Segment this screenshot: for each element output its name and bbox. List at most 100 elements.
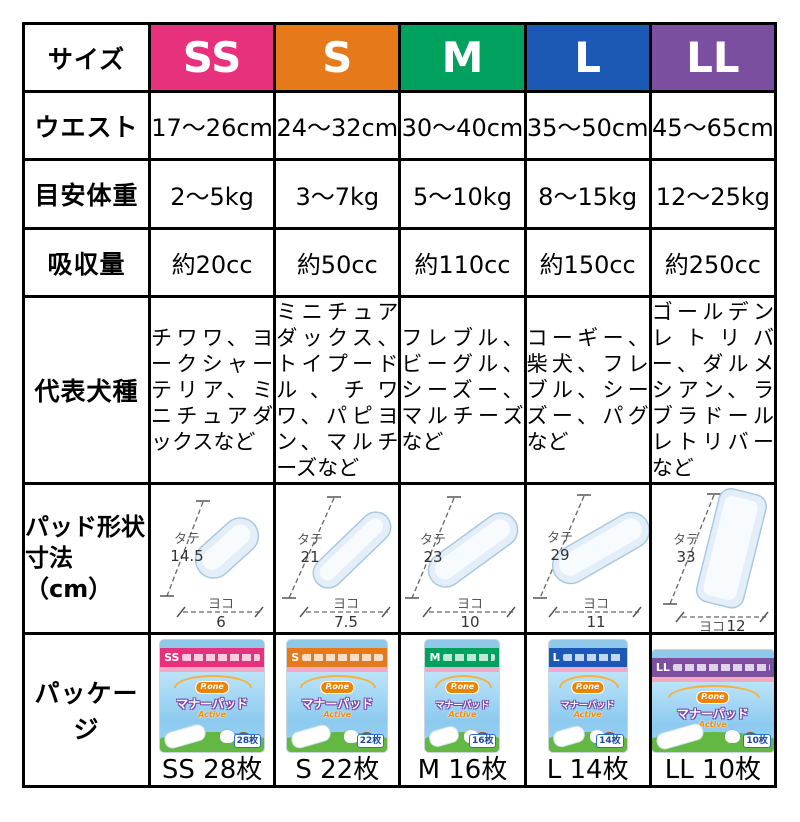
pad-row-label: パッド形状 寸法（cm） [22, 482, 151, 635]
weight-value-m: 5〜10kg [398, 158, 527, 230]
package-size-code: SS [164, 651, 180, 665]
pad-cell-m: タテ 23 ヨコ 10 [398, 482, 527, 635]
svg-text:21: 21 [301, 548, 320, 566]
dog-art [344, 730, 360, 744]
waist-value-ll: 45〜65cm [648, 90, 778, 161]
package-size-code: LL [655, 661, 670, 675]
svg-text:ヨコ: ヨコ [333, 597, 359, 612]
weight-value-ll: 12〜25kg [648, 158, 778, 230]
waist-value-ss: 17〜26cm [147, 90, 277, 161]
package-cell-ll: LL P.one マナーパッド Active 10枚 LL 10枚 [648, 632, 778, 788]
sheet-count-badge: 22枚 [356, 733, 385, 749]
absorption-value-l: 約150cc [523, 227, 652, 298]
package-artwork: P.one マナーパッド Active 14枚 [548, 672, 627, 753]
pone-logo: P.one [570, 681, 605, 694]
sheet-count-badge: 14枚 [596, 733, 624, 749]
brand-subtitle: Active [573, 710, 602, 720]
package-caption-ss: SS 28枚 [161, 755, 263, 786]
pad-cell-s: タテ 21 ヨコ 7.5 [273, 482, 402, 635]
package-caption-m: M 16枚 [417, 755, 508, 786]
package-artwork: P.one マナーパッド Active 22枚 [287, 672, 388, 753]
package-band-ll: LL [653, 658, 773, 678]
pad-shape-row: パッド形状 寸法（cm） タテ 14.5 ヨコ 6 [22, 482, 778, 635]
absorption-value-s: 約50cc [273, 227, 402, 298]
absorption-row-label: 吸収量 [22, 227, 151, 298]
package-size-code: L [552, 651, 560, 665]
dog-art [219, 730, 235, 744]
package-stripe [425, 667, 500, 673]
package-row-label: パッケージ [22, 632, 151, 788]
weight-row: 目安体重 2〜5kg 3〜7kg 5〜10kg 8〜15kg 12〜25kg [22, 158, 778, 230]
sheet-count-badge: 28枚 [233, 733, 262, 749]
breeds-row-label: 代表犬種 [22, 295, 151, 485]
svg-text:タテ: タテ [547, 531, 573, 546]
package-caption-s: S 22枚 [295, 755, 380, 786]
package-image-m: M P.one マナーパッド Active 16枚 [425, 640, 500, 753]
package-caption-l: L 14枚 [546, 755, 629, 786]
breeds-value-ll: ゴールデンレトリバー、ダルメシアン、ラブラドールレトリバーなど [648, 295, 778, 485]
brand-subtitle: Active [198, 710, 227, 720]
weight-value-ss: 2〜5kg [147, 158, 277, 230]
size-header-s: S [273, 22, 402, 93]
package-stripe [160, 667, 265, 673]
package-image-ss: SS P.one マナーパッド Active 28枚 [160, 640, 265, 753]
svg-text:ヨコ: ヨコ [699, 620, 725, 632]
pad-diagram-ss: タテ 14.5 ヨコ 6 [160, 499, 264, 631]
sheet-count-badge: 10枚 [743, 733, 771, 749]
breeds-value-l: コーギー、柴犬、フレブル、シーズー、パグなど [523, 295, 652, 485]
absorption-value-ll: 約250cc [648, 227, 778, 298]
size-header-m: M [398, 22, 527, 93]
package-image-s: S P.one マナーパッド Active 22枚 [287, 640, 388, 753]
package-artwork: P.one マナーパッド Active 16枚 [425, 672, 500, 753]
package-band-l: L [548, 648, 627, 668]
package-stripe [653, 677, 773, 683]
package-size-code: S [291, 651, 300, 665]
brand-name: マナーパッド [435, 701, 490, 712]
pad-cell-ll: タテ 33 ヨコ 12 [648, 482, 778, 635]
svg-text:10: 10 [461, 613, 480, 631]
waist-value-s: 24〜32cm [273, 90, 402, 161]
weight-value-s: 3〜7kg [273, 158, 402, 230]
package-image-ll: LL P.one マナーパッド Active 10枚 [653, 650, 773, 753]
package-box-top [287, 640, 388, 649]
package-caption-ll: LL 10枚 [664, 755, 762, 786]
pad-cell-ss: タテ 14.5 ヨコ 6 [147, 482, 277, 635]
dog-art [724, 730, 740, 744]
svg-text:タテ: タテ [420, 533, 446, 548]
package-box-top [653, 650, 773, 659]
absorption-value-ss: 約20cc [147, 227, 277, 298]
brand-name: マナーパッド [676, 707, 749, 722]
waist-row: ウエスト 17〜26cm 24〜32cm 30〜40cm 35〜50cm 45〜… [22, 90, 778, 161]
package-artwork: P.one マナーパッド Active 28枚 [160, 672, 265, 753]
absorption-row: 吸収量 約20cc 約50cc 約110cc 約150cc 約250cc [22, 227, 778, 298]
package-artwork: P.one マナーパッド Active 10枚 [653, 682, 773, 753]
package-cell-l: L P.one マナーパッド Active 14枚 L 14枚 [523, 632, 652, 788]
svg-text:タテ: タテ [174, 532, 200, 547]
package-band-s: S [287, 648, 388, 668]
size-header-ll: LL [648, 22, 778, 93]
size-row-label: サイズ [22, 22, 151, 93]
brand-subtitle: Active [698, 720, 727, 730]
size-header-ss: SS [147, 22, 277, 93]
weight-value-l: 8〜15kg [523, 158, 652, 230]
package-cell-m: M P.one マナーパッド Active 16枚 M 16枚 [398, 632, 527, 788]
package-cell-s: S P.one マナーパッド Active 22枚 S 22枚 [273, 632, 402, 788]
svg-text:29: 29 [550, 546, 569, 564]
svg-text:23: 23 [424, 548, 443, 566]
waist-value-l: 35〜50cm [523, 90, 652, 161]
svg-text:6: 6 [216, 613, 226, 631]
absorption-value-m: 約110cc [398, 227, 527, 298]
pone-logo: P.one [195, 681, 229, 694]
breeds-value-m: フレブル、ビーグル、シーズー、マルチーズなど [398, 295, 527, 485]
brand-name: マナーパッド [176, 697, 249, 712]
package-box-top [160, 640, 265, 649]
brand-name: マナーパッド [560, 701, 615, 712]
size-chart-table: サイズ SS S M L LL ウエスト 17〜26cm 24〜32cm 30〜… [22, 22, 778, 788]
package-stripe [287, 667, 388, 673]
sheet-count-badge: 16枚 [468, 733, 497, 749]
package-band-ss: SS [160, 648, 265, 668]
pone-logo: P.one [320, 681, 355, 694]
svg-text:ヨコ: ヨコ [208, 597, 234, 612]
svg-text:33: 33 [676, 548, 695, 566]
svg-text:ヨコ: ヨコ [457, 597, 483, 612]
